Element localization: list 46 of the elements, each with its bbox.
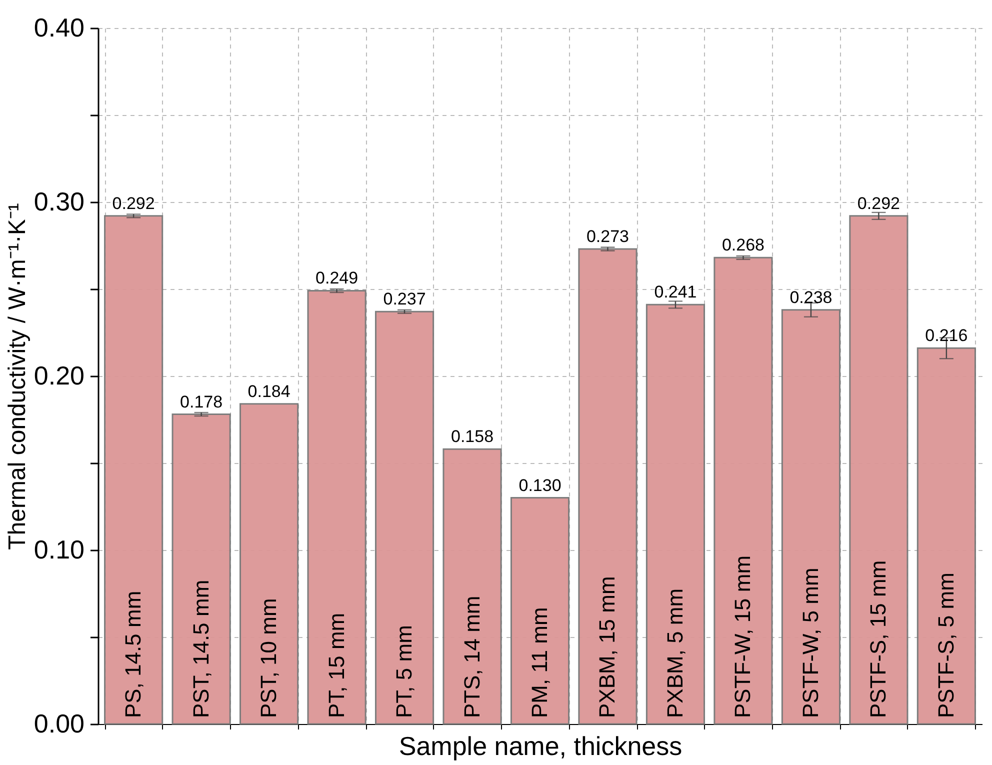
data-label: 0.158 xyxy=(450,427,494,446)
bar xyxy=(646,304,706,725)
bar xyxy=(104,215,164,725)
data-label: 0.292 xyxy=(857,194,900,213)
x-tick-label: PTS, 14 mm xyxy=(459,596,484,718)
data-label: 0.268 xyxy=(722,236,764,255)
data-label: 0.241 xyxy=(654,282,697,302)
x-tick-label: PM, 11 mm xyxy=(527,607,552,718)
y-axis-title: Thermal conductivity / W·m⁻¹·K⁻¹ xyxy=(4,203,31,550)
x-tick-label: PSTF-W, 15 mm xyxy=(730,555,756,718)
data-label: 0.184 xyxy=(248,382,290,401)
x-tick-label: PS, 14.5 mm xyxy=(120,590,146,718)
bar xyxy=(781,309,840,725)
bar xyxy=(442,448,502,725)
x-tick-label: PST, 10 mm xyxy=(256,598,282,718)
y-tick-label: 0.10 xyxy=(34,534,84,564)
x-tick-label: PSTF-S, 5 mm xyxy=(933,572,958,718)
data-label: 0.292 xyxy=(112,194,155,213)
x-tick-label: PST, 14.5 mm xyxy=(188,580,214,718)
data-label: 0.238 xyxy=(790,288,832,307)
bar xyxy=(172,414,231,725)
x-tick-label: PXBM, 15 mm xyxy=(594,576,620,718)
y-tick-label: 0.30 xyxy=(34,186,84,216)
bar xyxy=(849,215,908,725)
bar xyxy=(714,256,773,725)
data-label: 0.178 xyxy=(180,392,223,412)
bar xyxy=(374,310,434,725)
data-label: 0.216 xyxy=(925,326,968,346)
x-tick-label: PT, 15 mm xyxy=(324,612,349,718)
x-tick-label: PXBM, 5 mm xyxy=(662,588,688,718)
y-tick-label: 0.20 xyxy=(34,360,84,390)
data-label: 0.130 xyxy=(518,476,562,495)
bar xyxy=(307,290,366,725)
data-label: 0.237 xyxy=(383,290,426,309)
bar xyxy=(240,403,299,725)
x-axis-title: Sample name, thickness xyxy=(398,731,682,761)
x-tick-label: PT, 5 mm xyxy=(392,625,417,718)
bar xyxy=(916,347,976,725)
x-tick-label: PSTF-S, 15 mm xyxy=(866,560,891,718)
data-label: 0.249 xyxy=(316,268,358,288)
bar xyxy=(578,248,638,725)
y-tick-label: 0.40 xyxy=(34,12,84,42)
data-label: 0.273 xyxy=(586,226,630,246)
y-tick-label: 0.00 xyxy=(34,708,84,738)
bar xyxy=(510,497,570,725)
x-tick-label: PSTF-W, 5 mm xyxy=(798,568,823,718)
